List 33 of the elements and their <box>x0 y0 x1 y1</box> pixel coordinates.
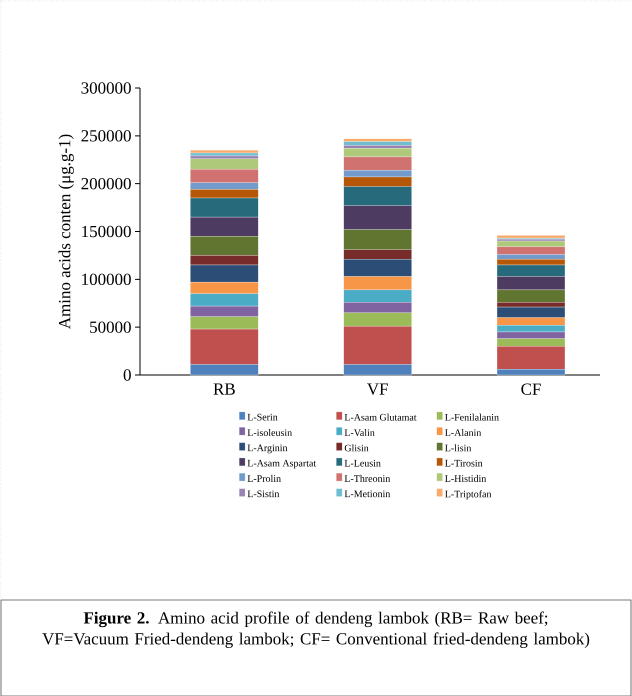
legend-label: L-Threonin <box>344 474 390 482</box>
legend-label: L-Metionin <box>344 490 390 498</box>
y-tick-label: 0 <box>124 369 131 381</box>
legend-label: L-Prolin <box>248 474 281 482</box>
legend-label: L-Leusin <box>344 460 381 467</box>
legend-label: L-Alanin <box>445 428 482 436</box>
y-tick-label: 200000 <box>81 178 131 190</box>
legend-label: L-Histidin <box>445 474 486 482</box>
legend-label: L-Sistin <box>248 490 280 498</box>
legend-label: L-Valin <box>344 428 375 436</box>
y-tick-label: 50000 <box>90 321 131 333</box>
bar <box>190 152 258 156</box>
legend-label: L-lisin <box>445 444 472 452</box>
y-tick-label: 250000 <box>81 130 131 142</box>
y-tick-label: 100000 <box>82 274 131 286</box>
legend-label: L-Asam Glutamat <box>344 414 417 421</box>
legend-label: L-Tirosin <box>445 460 482 467</box>
legend-label: L-isoleusin <box>248 428 292 436</box>
y-axis-title: Amino acids conten (μg.g-1) <box>58 134 74 329</box>
x-tick-label: RB <box>214 383 235 395</box>
x-tick-label: CF <box>521 383 541 395</box>
legend-label: Glisin <box>344 444 369 452</box>
y-tick-label: 150000 <box>82 226 131 238</box>
x-tick-label: VF <box>367 383 388 395</box>
legend-label: L-Asam Aspartat <box>248 460 316 469</box>
y-tick-label: 300000 <box>82 82 131 94</box>
legend-label: L-Fenilalanin <box>445 414 499 421</box>
bar <box>344 141 412 146</box>
legend-label: L-Arginin <box>248 444 288 454</box>
text: Figure 2. Amino acid profile of dendeng lambok (RB= Raw beef; VF=Vacuum Fried-dendeng lambok; CF= Conventional fried-dendeng lambok) <box>42 612 590 648</box>
bar <box>496 235 566 238</box>
legend-label: L-Serin <box>248 414 278 420</box>
legend-label: L-Triptofan <box>445 490 492 500</box>
